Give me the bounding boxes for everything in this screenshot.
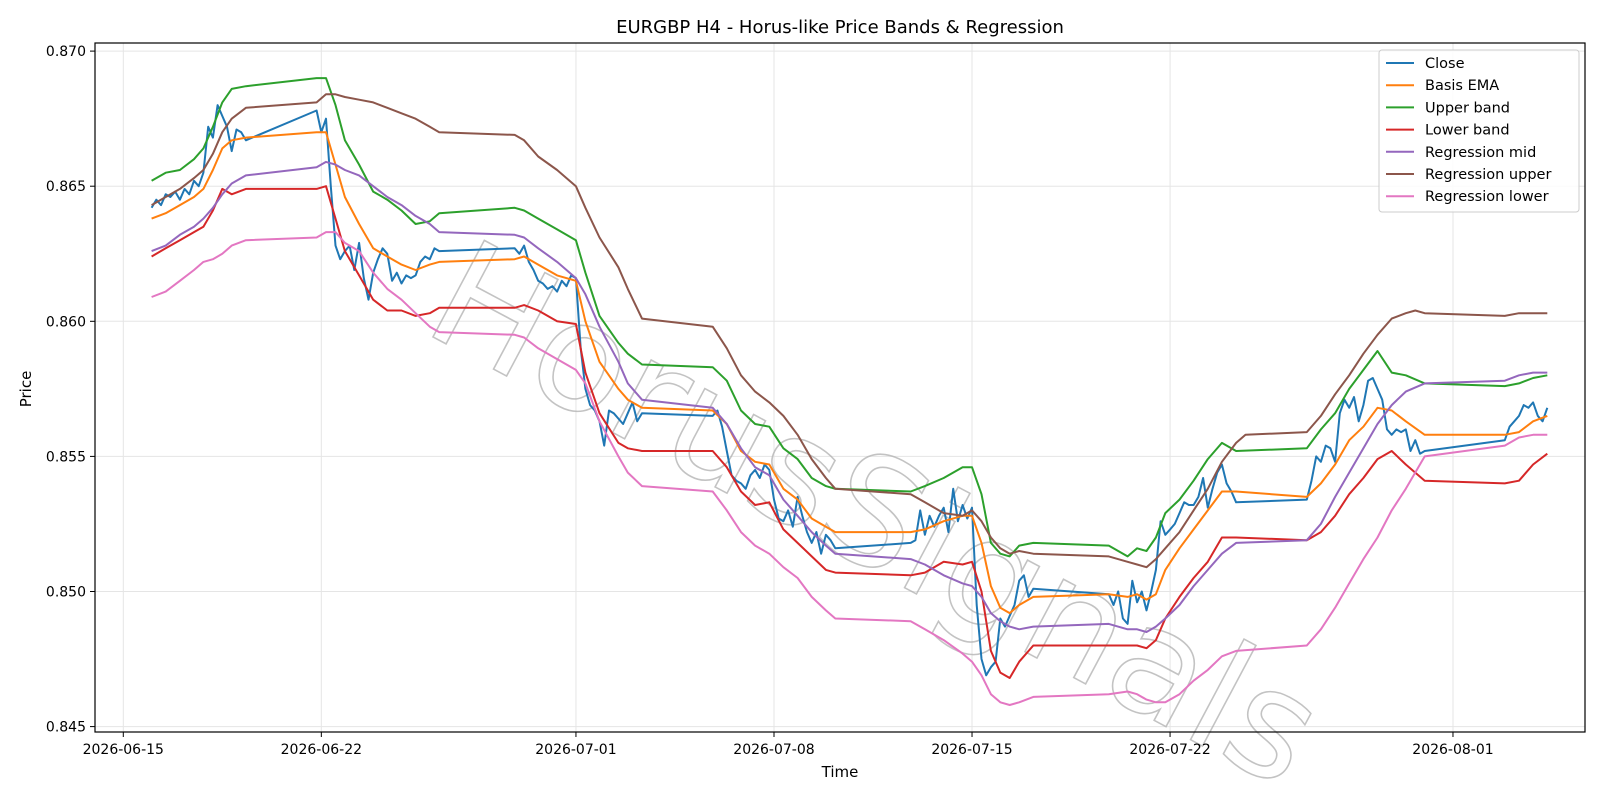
plot-frame xyxy=(94,42,1586,733)
legend-label-lower-band: Lower band xyxy=(1425,123,1510,139)
y-axis-ticks: 0.845 0.850 0.855 0.860 0.865 0.870 xyxy=(46,44,95,736)
series-line-basis-ema xyxy=(151,131,1548,615)
x-tick-label: 2026-07-01 xyxy=(535,742,616,758)
series-line-close xyxy=(150,104,1549,677)
chart-title: EURGBP H4 - Horus-like Price Bands & Reg… xyxy=(616,17,1064,38)
y-tick-label: 0.860 xyxy=(46,314,86,330)
x-tick-label: 2026-06-22 xyxy=(281,742,362,758)
legend-label-upper-band: Upper band xyxy=(1425,100,1510,116)
y-tick-label: 0.865 xyxy=(46,179,86,195)
x-tick-label: 2026-06-15 xyxy=(83,742,164,758)
y-tick-label: 0.845 xyxy=(46,720,86,736)
grid xyxy=(95,43,1585,732)
legend-label-regression-mid: Regression mid xyxy=(1425,145,1536,161)
y-tick-label: 0.870 xyxy=(46,44,86,60)
series-line-regression-upper xyxy=(151,93,1548,569)
series-line-upper-band xyxy=(151,77,1548,558)
y-axis-label: Price xyxy=(17,371,35,408)
legend-label-regression-lower: Regression lower xyxy=(1425,189,1549,205)
x-tick-label: 2026-07-22 xyxy=(1129,742,1210,758)
series-line-regression-mid xyxy=(151,160,1548,633)
series-line-regression-lower xyxy=(151,231,1548,706)
x-axis-label: Time xyxy=(821,763,859,781)
legend-label-basis-ema: Basis EMA xyxy=(1425,78,1499,94)
plot-lines xyxy=(150,77,1549,706)
y-tick-label: 0.855 xyxy=(46,449,86,465)
legend-label-close: Close xyxy=(1425,56,1465,72)
x-tick-label: 2026-07-15 xyxy=(931,742,1012,758)
legend-label-regression-upper: Regression upper xyxy=(1425,167,1551,183)
x-axis-ticks: 2026-06-15 2026-06-22 2026-07-01 2026-07-08… xyxy=(83,732,1494,758)
x-tick-label: 2026-07-08 xyxy=(733,742,814,758)
series-line-lower-band xyxy=(151,185,1548,679)
legend: Close Basis EMA Upper band Lower band Regres… xyxy=(1378,49,1580,213)
legend-box xyxy=(1378,49,1580,213)
x-tick-label: 2026-08-01 xyxy=(1412,742,1493,758)
y-tick-label: 0.850 xyxy=(46,584,86,600)
